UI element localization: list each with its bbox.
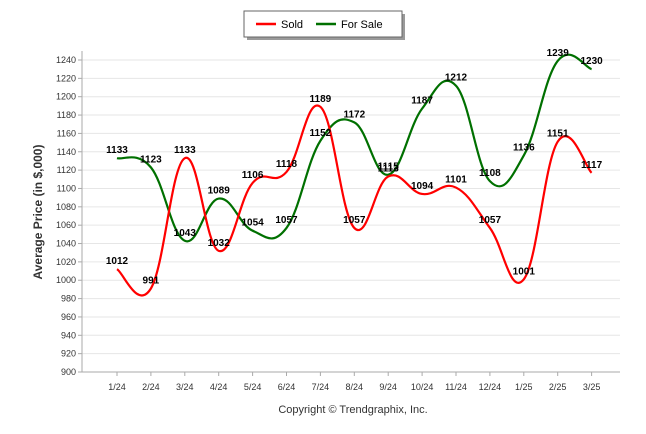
for-sale-data-label: 1057	[275, 215, 298, 226]
x-tick-label: 2/24	[142, 382, 160, 392]
sold-data-label: 1113	[378, 164, 400, 175]
x-tick-label: 1/24	[108, 382, 126, 392]
x-tick-label: 2/25	[549, 382, 567, 392]
grid-lines	[82, 59, 620, 373]
sold-data-label: 1057	[343, 215, 366, 226]
sold-data-label: 1106	[242, 170, 264, 181]
for-sale-data-label: 1172	[343, 109, 365, 120]
y-tick-label: 1200	[56, 92, 76, 102]
y-tick-label: 1140	[57, 147, 76, 157]
sold-data-label: 1012	[106, 256, 129, 267]
x-tick-label: 3/24	[176, 382, 194, 392]
y-tick-label: 980	[61, 294, 76, 304]
sold-data-label: 1032	[208, 238, 231, 249]
x-tick-label: 9/24	[379, 382, 397, 392]
series-sold-line	[116, 104, 593, 297]
x-tick-label: 4/24	[210, 382, 228, 392]
x-tick-label: 10/24	[411, 382, 434, 392]
for-sale-data-label: 1123	[140, 154, 162, 165]
for-sale-data-label: 1212	[445, 73, 468, 84]
y-tick-label: 940	[61, 330, 76, 340]
x-tick-label: 6/24	[278, 382, 296, 392]
x-tick-label: 8/24	[346, 382, 364, 392]
for-sale-data-label: 1089	[208, 186, 231, 197]
x-tick-label: 3/25	[583, 382, 601, 392]
y-tick-label: 900	[61, 367, 76, 377]
y-tick-label: 1080	[56, 202, 76, 212]
sold-data-label: 1101	[445, 175, 467, 186]
y-tick-label: 1040	[56, 239, 76, 249]
axes	[81, 51, 620, 373]
sold-data-label: 1057	[479, 215, 502, 226]
legend: Sold For Sale	[243, 10, 405, 40]
for-sale-data-label: 1239	[547, 48, 570, 59]
sold-data-label: 1189	[310, 94, 332, 105]
x-tick-label: 11/24	[445, 382, 467, 392]
sold-data-label: 1117	[581, 160, 603, 171]
for-sale-data-label: 1136	[513, 142, 535, 153]
y-tick-label: 920	[61, 349, 76, 359]
y-tick-label: 1160	[57, 128, 76, 138]
y-axis-ticks: 900 920 940 960 980 1000 1020 1040 1060 1080 1100 1…	[56, 55, 82, 377]
for-sale-data-label: 1187	[411, 96, 433, 107]
y-axis-label: Average Price (in $,000)	[31, 145, 45, 280]
data-labels: 1012 991 1133 1032 1106 1118 1189 1057 1113 1094 1…	[106, 48, 603, 287]
sold-data-label: 1118	[276, 159, 298, 170]
copyright-footer: Copyright © Trendgraphix, Inc.	[278, 404, 427, 416]
y-tick-label: 1020	[56, 257, 76, 267]
sold-data-label: 1133	[174, 145, 196, 156]
sold-data-label: 991	[143, 275, 160, 286]
for-sale-data-label: 1115	[378, 162, 400, 173]
series-for-sale-line	[116, 53, 593, 243]
legend-sold-label: Sold	[281, 19, 303, 31]
x-tick-label: 7/24	[312, 382, 330, 392]
for-sale-data-label: 1152	[310, 128, 332, 139]
x-tick-label: 5/24	[244, 382, 262, 392]
sold-data-label: 1094	[411, 181, 434, 192]
sold-data-label: 1001	[513, 266, 536, 277]
y-tick-label: 1240	[56, 55, 76, 65]
x-tick-label: 1/25	[515, 382, 533, 392]
x-axis-ticks: 1/24 2/24 3/24 4/24 5/24 6/24 7/24 8/24 9/24 10/2…	[108, 372, 600, 392]
y-tick-label: 1060	[56, 220, 76, 230]
y-tick-label: 1000	[56, 275, 76, 285]
sold-data-label: 1151	[547, 129, 569, 140]
for-sale-data-label: 1054	[241, 218, 264, 229]
legend-for-sale-label: For Sale	[341, 19, 383, 31]
for-sale-data-label: 1230	[580, 56, 603, 67]
y-tick-label: 1180	[57, 110, 76, 120]
y-tick-label: 1120	[57, 165, 76, 175]
for-sale-data-label: 1133	[106, 145, 128, 156]
for-sale-data-label: 1043	[174, 228, 197, 239]
series-lines	[116, 53, 593, 297]
for-sale-data-label: 1108	[479, 168, 501, 179]
x-tick-label: 12/24	[479, 382, 502, 392]
y-tick-label: 960	[61, 312, 76, 322]
y-tick-label: 1100	[57, 183, 76, 193]
y-tick-label: 1220	[56, 73, 76, 83]
